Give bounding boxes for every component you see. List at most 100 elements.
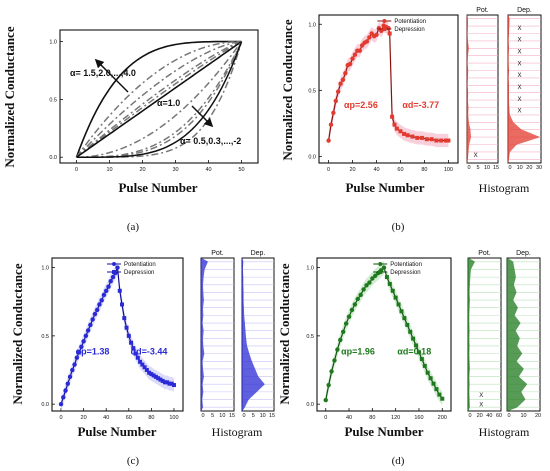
data-point-depression	[420, 135, 425, 140]
histogram-label: Histogram	[212, 425, 263, 439]
data-point-depression	[437, 392, 442, 397]
data-point-depression	[439, 138, 444, 143]
data-point-potentiation	[58, 401, 64, 407]
x-tick-label: 100	[444, 167, 453, 173]
data-point-depression	[410, 134, 415, 139]
hist-mark: X	[518, 49, 522, 55]
y-tick-label: 1.0	[41, 266, 49, 272]
data-point-potentiation	[329, 369, 334, 374]
data-point-depression	[149, 372, 154, 377]
data-point-potentiation	[357, 48, 362, 53]
curve-concave-4	[76, 40, 242, 158]
plot-frame	[318, 14, 459, 164]
hist-tick-label: 20	[535, 413, 541, 419]
x-tick-label: 80	[148, 415, 154, 421]
x-tick-label: 0	[75, 167, 78, 173]
data-point-potentiation	[341, 329, 346, 334]
hist-header: Pot.	[478, 250, 491, 257]
data-point-depression	[393, 295, 398, 300]
hist-tick-label: 10	[520, 413, 526, 419]
data-point-depression	[165, 380, 170, 385]
curve-concave-1	[75, 40, 242, 158]
data-point-depression	[408, 329, 413, 334]
data-point-depression	[162, 380, 167, 385]
alpha-d-label: αd=-3.44	[131, 346, 168, 356]
data-point-potentiation	[346, 314, 352, 319]
legend-marker-pot	[382, 19, 387, 23]
data-point-potentiation	[364, 39, 370, 44]
variance-band-1	[119, 284, 174, 392]
histogram-label: Histogram	[479, 181, 530, 195]
data-point-potentiation	[381, 265, 387, 270]
y-tick-label: 0.5	[49, 97, 57, 103]
hist-tick-label: 0	[508, 165, 511, 171]
hist-header: Pot.	[476, 7, 489, 14]
data-point-potentiation	[343, 70, 348, 76]
data-point-depression	[415, 135, 420, 140]
data-point-potentiation	[373, 273, 378, 278]
data-point-potentiation	[99, 298, 104, 303]
alpha-p-label: αp=1.96	[341, 346, 375, 356]
curve-convex-1	[76, 41, 243, 158]
data-point-depression	[387, 281, 392, 286]
hist-mark: X	[518, 61, 522, 67]
data-point-depression	[160, 378, 165, 383]
x-tick-label: 100	[169, 415, 178, 421]
hist-bars	[467, 257, 475, 412]
data-point-potentiation	[63, 388, 68, 393]
chart-a: 0 10 20 30 40 50 0.0 0.5 1.0 α= 1.5,2.0,...,4.0 α=…	[49, 29, 259, 173]
data-point-potentiation	[358, 292, 363, 298]
alpha-d-label: αd=0.18	[397, 346, 431, 356]
data-point-depression	[390, 114, 395, 119]
hist-tick-label: 15	[493, 165, 499, 171]
data-point-depression	[434, 387, 439, 392]
data-point-potentiation	[361, 287, 366, 292]
hist-frame	[466, 14, 499, 164]
y-tick-label: 1.0	[49, 40, 57, 46]
variance-band-1	[389, 26, 449, 148]
hist-mark: X	[518, 85, 522, 91]
data-point-potentiation	[350, 56, 355, 61]
x-tick-label: 80	[421, 167, 427, 173]
hist-header: Dep.	[516, 250, 531, 257]
data-point-potentiation	[343, 321, 349, 326]
data-point-depression	[131, 346, 136, 351]
hist-frame	[467, 257, 502, 412]
data-point-potentiation	[106, 284, 111, 289]
x-tick-label: 60	[397, 167, 403, 173]
data-point-depression	[414, 343, 419, 348]
data-point-potentiation	[364, 283, 369, 288]
data-point-potentiation	[347, 61, 353, 67]
y-tick-label: 0.0	[308, 154, 316, 160]
data-point-potentiation	[326, 138, 331, 143]
hist-tick-label: 5	[252, 413, 255, 419]
chart-d: 0 40 80 120 160 200 0.0 0.5 1.0 Potentiation Depre…	[306, 257, 452, 421]
data-point-potentiation	[88, 322, 93, 328]
curve-convex-4	[76, 41, 243, 158]
hist-bars	[507, 14, 541, 164]
variance-band-0	[61, 260, 118, 411]
legend-label-pot: Potentiation	[390, 262, 422, 268]
x-axis-label: Pulse Number	[118, 180, 197, 195]
data-point-depression	[122, 316, 127, 321]
data-point-depression	[392, 122, 397, 127]
histogram-pot-d: 0 20 40 60 XX Pot.	[467, 250, 502, 419]
data-point-depression	[120, 302, 125, 307]
data-point-depression	[402, 316, 407, 321]
data-point-potentiation	[386, 26, 391, 31]
curve-concave-3	[76, 40, 242, 158]
y-tick-label: 0.5	[308, 88, 316, 94]
data-point-potentiation	[76, 350, 82, 355]
data-point-depression	[390, 288, 395, 293]
data-point-potentiation	[94, 307, 100, 313]
hist-header: Pot.	[211, 250, 224, 257]
histogram-pot-b: 0 5 10 15 X Pot.	[466, 7, 499, 171]
data-point-potentiation	[85, 328, 91, 333]
legend-marker-pot	[112, 262, 117, 266]
data-point-depression	[428, 376, 433, 381]
data-point-potentiation	[61, 395, 66, 400]
data-point-potentiation	[67, 374, 73, 380]
data-point-depression	[144, 368, 149, 373]
data-point-depression	[384, 275, 389, 280]
x-tick-label: 0	[327, 167, 330, 173]
